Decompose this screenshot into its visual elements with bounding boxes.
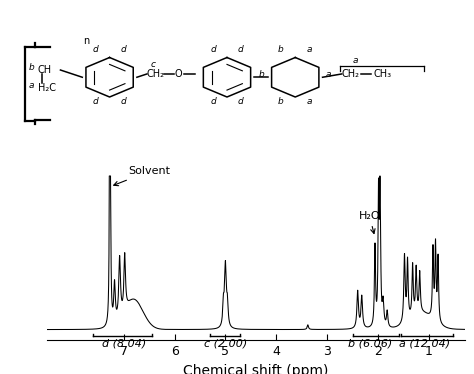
- Text: n: n: [83, 36, 89, 46]
- Text: a: a: [353, 56, 358, 65]
- Text: CH₂: CH₂: [147, 69, 165, 79]
- Text: H₂C: H₂C: [38, 83, 55, 93]
- Text: d: d: [238, 96, 244, 105]
- Text: O: O: [175, 69, 182, 79]
- Text: d: d: [210, 45, 216, 54]
- Text: c: c: [150, 60, 155, 70]
- Text: H₂O: H₂O: [359, 211, 380, 233]
- Text: b: b: [259, 70, 264, 79]
- Text: d: d: [93, 45, 99, 54]
- X-axis label: Chemical shift (ppm): Chemical shift (ppm): [183, 364, 328, 374]
- Text: d: d: [120, 45, 126, 54]
- Text: Solvent: Solvent: [114, 166, 170, 186]
- Text: a (12.04): a (12.04): [399, 339, 450, 349]
- Text: CH₂: CH₂: [342, 69, 360, 79]
- Text: d: d: [93, 96, 99, 105]
- Text: b: b: [29, 63, 35, 72]
- Text: a: a: [307, 96, 312, 105]
- Text: a: a: [325, 70, 331, 79]
- Text: b: b: [278, 96, 283, 105]
- Text: b: b: [278, 45, 283, 54]
- Text: b (6.06): b (6.06): [348, 339, 392, 349]
- Text: CH: CH: [38, 65, 52, 75]
- Text: a: a: [307, 45, 312, 54]
- Text: d (8.04): d (8.04): [101, 339, 146, 349]
- Text: CH₃: CH₃: [374, 69, 392, 79]
- Text: c (2.00): c (2.00): [204, 339, 247, 349]
- Text: a: a: [29, 81, 35, 90]
- Text: d: d: [238, 45, 244, 54]
- Text: d: d: [210, 96, 216, 105]
- Text: d: d: [120, 96, 126, 105]
